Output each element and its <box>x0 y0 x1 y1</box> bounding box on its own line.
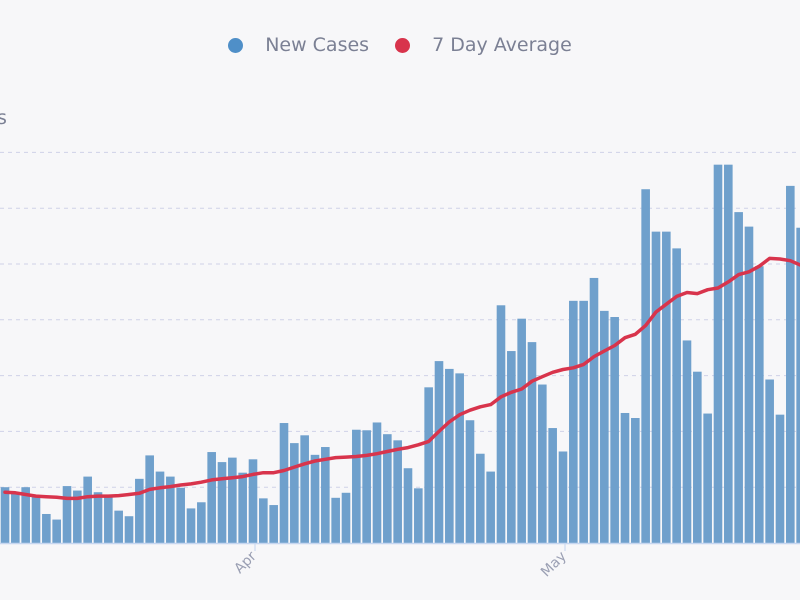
bar[interactable] <box>651 231 661 544</box>
bar[interactable] <box>290 443 299 543</box>
bar[interactable] <box>383 434 392 543</box>
bar[interactable] <box>434 361 444 543</box>
bar[interactable] <box>755 266 764 543</box>
bar[interactable] <box>786 185 795 543</box>
x-tick-label: May <box>538 549 570 581</box>
bar[interactable] <box>744 226 754 543</box>
bar[interactable] <box>176 487 185 543</box>
bar[interactable] <box>610 317 619 543</box>
bar[interactable] <box>217 462 227 543</box>
bar[interactable] <box>445 368 454 543</box>
bar[interactable] <box>352 429 361 543</box>
bar[interactable] <box>496 305 506 543</box>
bar[interactable] <box>775 414 785 543</box>
bar[interactable] <box>600 310 609 543</box>
bar[interactable] <box>414 488 423 543</box>
bar[interactable] <box>631 418 640 543</box>
bar[interactable] <box>424 387 433 543</box>
bar[interactable] <box>372 422 382 543</box>
bar[interactable] <box>300 435 309 543</box>
legend-dot-7-day-average <box>395 37 411 53</box>
bar[interactable] <box>693 371 702 543</box>
bar[interactable] <box>393 440 402 543</box>
bar[interactable] <box>93 492 103 543</box>
bar[interactable] <box>734 212 743 543</box>
average-line <box>3 256 800 501</box>
bar[interactable] <box>238 472 247 543</box>
bar[interactable] <box>73 490 82 543</box>
legend-label-new-cases: New Cases <box>265 34 370 56</box>
bar[interactable] <box>279 423 289 543</box>
bar[interactable] <box>589 277 599 543</box>
bar[interactable] <box>0 487 10 543</box>
bar[interactable] <box>476 453 485 543</box>
bar[interactable] <box>145 455 154 543</box>
bar[interactable] <box>52 519 61 543</box>
legend-item-new-cases[interactable]: New Cases <box>228 34 369 56</box>
legend-label-7-day-average: 7 Day Average <box>432 34 572 56</box>
bar[interactable] <box>186 508 196 543</box>
bar[interactable] <box>124 516 134 543</box>
bar[interactable] <box>662 231 671 544</box>
bar[interactable] <box>569 300 578 543</box>
bar[interactable] <box>197 502 206 543</box>
bar[interactable] <box>455 373 464 543</box>
bar[interactable] <box>166 476 175 543</box>
bar[interactable] <box>248 459 258 543</box>
bar[interactable] <box>42 513 51 543</box>
bar[interactable] <box>341 492 351 543</box>
legend-item-7-day-average[interactable]: 7 Day Average <box>395 34 572 56</box>
bar[interactable] <box>527 342 537 543</box>
bar[interactable] <box>269 505 278 543</box>
bar[interactable] <box>579 300 588 543</box>
bar[interactable] <box>507 351 516 543</box>
bar[interactable] <box>104 495 113 543</box>
bar[interactable] <box>403 468 413 543</box>
bar[interactable] <box>558 451 568 543</box>
y-axis-label: s <box>0 107 7 129</box>
bar[interactable] <box>331 497 340 543</box>
bar[interactable] <box>465 420 475 543</box>
bar[interactable] <box>672 248 681 543</box>
bar[interactable] <box>259 498 268 543</box>
bar[interactable] <box>31 496 41 543</box>
bar[interactable] <box>548 428 557 543</box>
bar[interactable] <box>486 471 495 543</box>
bar[interactable] <box>362 430 371 543</box>
bar[interactable] <box>765 379 774 543</box>
bar[interactable] <box>228 457 237 543</box>
x-tick-label: Apr <box>231 548 260 577</box>
bar[interactable] <box>620 412 630 543</box>
bar[interactable] <box>83 476 92 543</box>
bar[interactable] <box>21 487 30 543</box>
bar[interactable] <box>703 413 712 543</box>
legend: New Cases 7 Day Average <box>0 34 800 56</box>
bar[interactable] <box>724 164 733 543</box>
bar[interactable] <box>62 486 72 543</box>
bar[interactable] <box>517 318 526 543</box>
bar[interactable] <box>11 493 20 543</box>
bar[interactable] <box>135 478 144 543</box>
bar[interactable] <box>682 340 692 543</box>
bar[interactable] <box>713 164 723 543</box>
bar[interactable] <box>641 189 650 543</box>
bar[interactable] <box>155 471 165 543</box>
bar[interactable] <box>207 452 216 543</box>
legend-dot-new-cases <box>228 37 244 53</box>
bar[interactable] <box>310 454 320 543</box>
bar[interactable] <box>321 447 330 543</box>
bar[interactable] <box>114 510 123 543</box>
bar[interactable] <box>538 384 547 543</box>
bar[interactable] <box>796 227 800 544</box>
